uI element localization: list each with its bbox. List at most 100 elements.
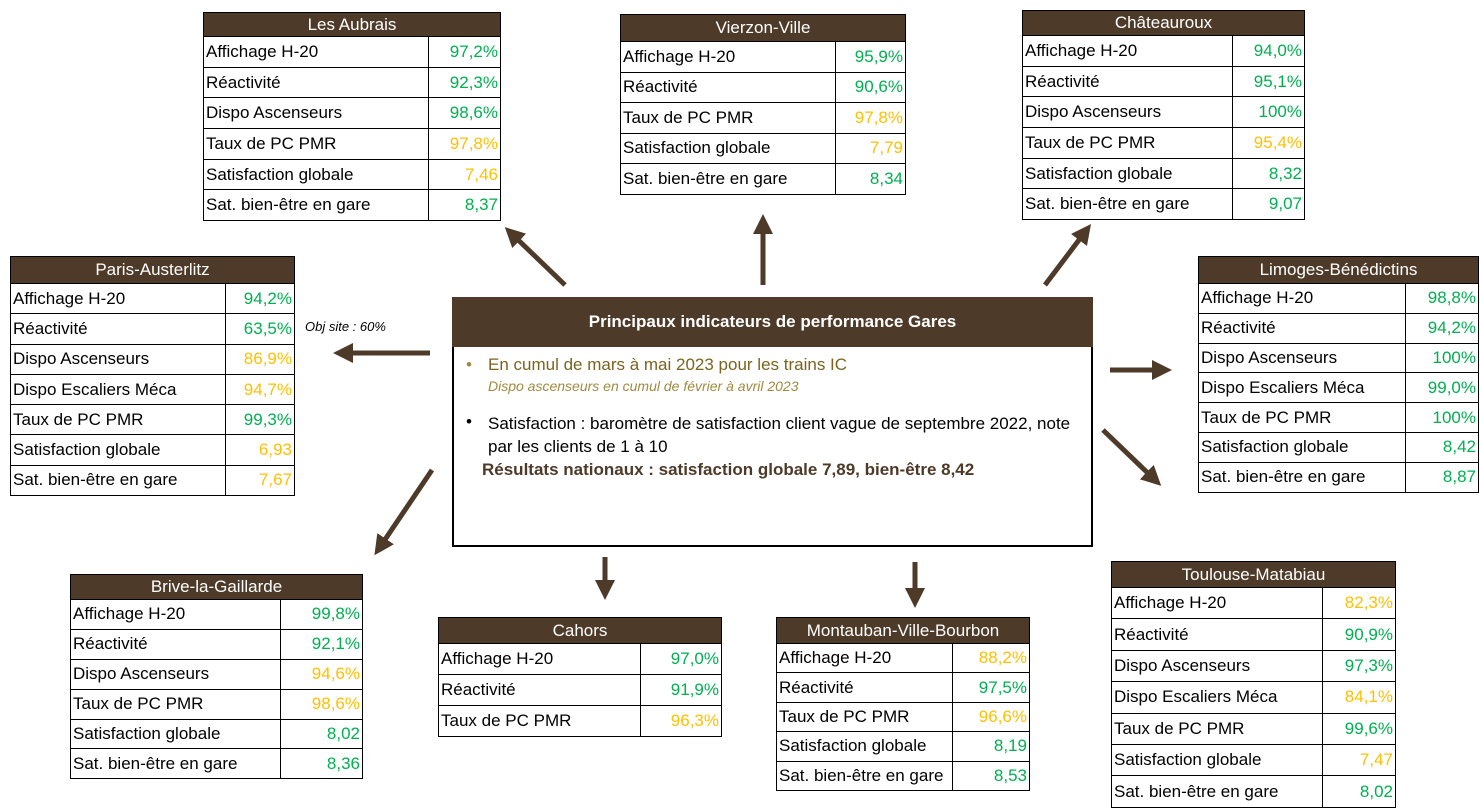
- row-label: Sat. bien-être en gare: [71, 749, 281, 779]
- row-value: 97,8%: [854, 107, 903, 127]
- row-label: Taux de PC PMR: [1023, 128, 1233, 158]
- row-value: 97,0%: [670, 649, 719, 668]
- table-row: Dispo Ascenseurs 97,3%: [1112, 649, 1395, 682]
- row-label: Satisfaction globale: [11, 435, 226, 465]
- row-label: Satisfaction globale: [621, 133, 836, 163]
- station-table: Vierzon-Ville Affichage H-20 95,9% Réactivi…: [620, 14, 906, 195]
- table-row: Satisfaction globale 7,47: [1112, 743, 1395, 776]
- row-value: 84,1%: [1344, 687, 1393, 707]
- table-row: Affichage H-20 98,8%: [1199, 283, 1478, 313]
- table-row: Réactivité 90,6%: [621, 71, 905, 102]
- row-label: Taux de PC PMR: [1199, 403, 1406, 432]
- row-label: Dispo Ascenseurs: [1023, 97, 1233, 128]
- station-name: Vierzon-Ville: [621, 15, 905, 41]
- row-label: Réactivité: [439, 675, 641, 705]
- station-table: Paris-Austerlitz Affichage H-20 94,2% Réact…: [10, 256, 295, 497]
- row-value: 99,8%: [311, 604, 360, 624]
- row-label: Réactivité: [71, 629, 281, 659]
- row-value: 8,02: [1359, 781, 1393, 801]
- row-label: Taux de PC PMR: [439, 706, 641, 736]
- arrow: [374, 468, 435, 556]
- table-row: Dispo Escaliers Méca 94,7%: [11, 373, 294, 405]
- row-label: Taux de PC PMR: [1112, 713, 1323, 744]
- row-label: Sat. bien-être en gare: [621, 164, 836, 194]
- station-name: Toulouse-Matabiau: [1112, 562, 1395, 587]
- table-row: Dispo Ascenseurs 94,6%: [71, 658, 362, 689]
- table-row: Satisfaction globale 7,46: [204, 158, 500, 190]
- row-label: Dispo Escaliers Méca: [1112, 682, 1323, 713]
- table-row: Satisfaction globale 6,93: [11, 434, 294, 465]
- table-row: Affichage H-20 94,0%: [1023, 35, 1304, 66]
- table-row: Dispo Escaliers Méca 99,0%: [1199, 372, 1478, 403]
- row-label: Taux de PC PMR: [11, 405, 226, 435]
- row-value: 95,4%: [1253, 132, 1302, 152]
- station-name: Limoges-Bénédictins: [1199, 257, 1478, 283]
- row-value: 8,37: [464, 195, 498, 215]
- table-row: Sat. bien-être en gare 8,87: [1199, 461, 1478, 492]
- table-row: Réactivité 63,5%: [11, 313, 294, 344]
- row-label: Dispo Ascenseurs: [1199, 343, 1406, 373]
- row-value: 99,0%: [1427, 377, 1476, 397]
- table-row: Affichage H-20 82,3%: [1112, 587, 1395, 619]
- row-value: 97,8%: [449, 133, 498, 153]
- table-row: Affichage H-20 97,0%: [439, 643, 721, 674]
- station-name: Les Aubrais: [204, 13, 500, 36]
- row-value: 8,42: [1442, 437, 1476, 457]
- row-value: 98,6%: [449, 103, 498, 123]
- row-label: Satisfaction globale: [204, 159, 429, 190]
- table-row: Taux de PC PMR 99,3%: [11, 404, 294, 435]
- station-table: Limoges-Bénédictins Affichage H-20 98,8% Ré…: [1198, 256, 1479, 493]
- station-table: Châteauroux Affichage H-20 94,0% Réactivité…: [1022, 10, 1305, 221]
- row-label: Satisfaction globale: [777, 732, 953, 761]
- row-label: Réactivité: [777, 673, 953, 702]
- table-row: Réactivité 90,9%: [1112, 618, 1395, 650]
- row-label: Affichage H-20: [621, 42, 836, 72]
- arrow: [1101, 428, 1162, 486]
- bullet: • En cumul de mars à mai 2023 pour les t…: [466, 355, 848, 394]
- row-value: 95,9%: [854, 46, 903, 66]
- table-row: Affichage H-20 88,2%: [777, 643, 1029, 673]
- table-row: Satisfaction globale 8,02: [71, 718, 362, 749]
- row-label: Dispo Ascenseurs: [71, 659, 281, 689]
- row-label: Affichage H-20: [439, 644, 641, 674]
- row-label: Dispo Ascenseurs: [204, 98, 429, 129]
- row-value: 100%: [1432, 347, 1476, 367]
- row-label: Dispo Escaliers Méca: [11, 374, 226, 405]
- row-label: Sat. bien-être en gare: [777, 761, 953, 790]
- station-table: Montauban-Ville-Bourbon Affichage H-20 88,…: [776, 617, 1030, 791]
- bullet-text: En cumul de mars à mai 2023 pour les tra…: [488, 355, 848, 374]
- row-label: Satisfaction globale: [1199, 432, 1406, 462]
- row-value: 94,2%: [243, 288, 292, 308]
- row-value: 90,6%: [854, 77, 903, 97]
- table-row: Taux de PC PMR 96,3%: [439, 705, 721, 736]
- station-name: Cahors: [439, 618, 721, 643]
- table-row: Réactivité 97,5%: [777, 672, 1029, 702]
- row-value: 94,6%: [311, 664, 360, 684]
- row-value: 96,3%: [670, 711, 719, 730]
- table-row: Réactivité 92,1%: [71, 628, 362, 659]
- row-value: 98,8%: [1427, 288, 1476, 308]
- table-row: Affichage H-20 94,2%: [11, 283, 294, 314]
- row-label: Réactivité: [1199, 313, 1406, 343]
- row-label: Sat. bien-être en gare: [1112, 776, 1323, 807]
- table-row: Sat. bien-être en gare 8,36: [71, 748, 362, 779]
- table-row: Taux de PC PMR 96,6%: [777, 701, 1029, 732]
- row-label: Réactivité: [1023, 66, 1233, 97]
- row-value: 9,07: [1268, 194, 1302, 214]
- row-value: 8,36: [326, 753, 360, 773]
- table-row: Dispo Ascenseurs 100%: [1199, 342, 1478, 373]
- row-value: 99,6%: [1344, 718, 1393, 738]
- table-row: Satisfaction globale 8,42: [1199, 431, 1478, 462]
- center-body: • En cumul de mars à mai 2023 pour les t…: [452, 347, 1093, 547]
- station-name: Brive-la-Gaillarde: [71, 575, 362, 599]
- row-label: Dispo Escaliers Méca: [1199, 373, 1406, 403]
- row-value: 7,47: [1359, 750, 1393, 770]
- row-label: Satisfaction globale: [1112, 744, 1323, 776]
- row-value: 100%: [1432, 407, 1476, 427]
- table-row: Taux de PC PMR 95,4%: [1023, 127, 1304, 158]
- row-label: Réactivité: [621, 72, 836, 102]
- table-row: Taux de PC PMR 97,8%: [621, 102, 905, 133]
- row-label: Affichage H-20: [71, 600, 281, 629]
- row-value: 6,93: [258, 440, 292, 460]
- row-label: Affichage H-20: [1112, 588, 1323, 619]
